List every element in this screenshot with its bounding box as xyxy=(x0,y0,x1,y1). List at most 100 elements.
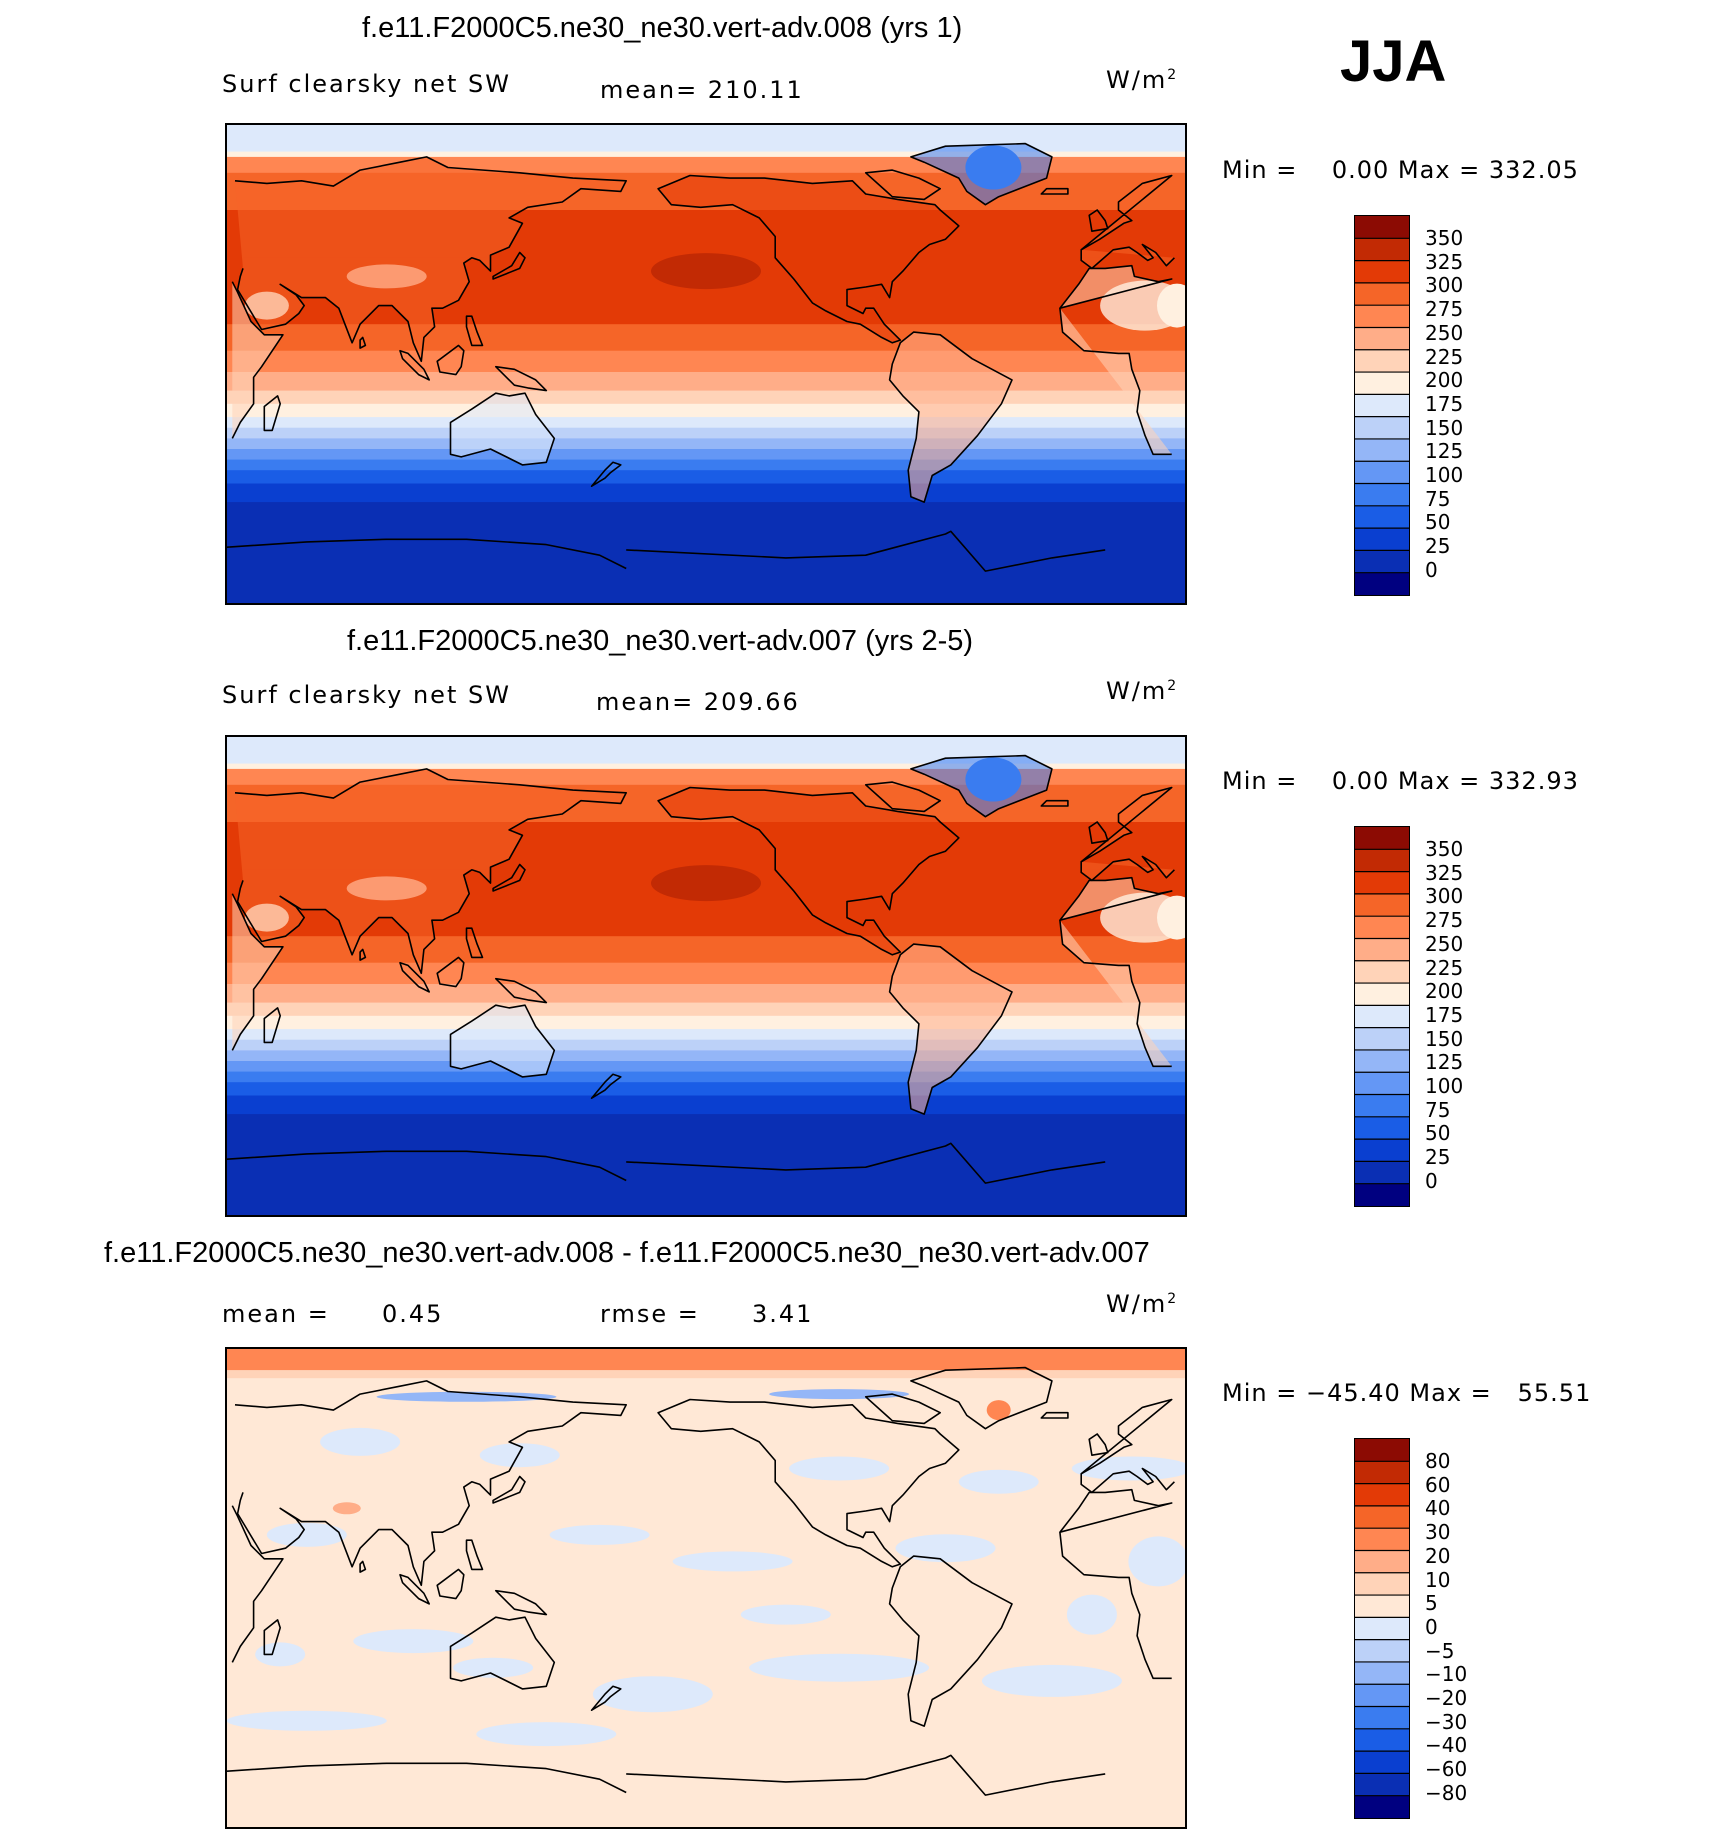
cb3-tick: 80 xyxy=(1425,1449,1451,1473)
cb2-tick: 225 xyxy=(1425,955,1464,980)
colorbar-block xyxy=(1355,916,1409,940)
colorbar-block xyxy=(1355,438,1409,462)
season-label: JJA xyxy=(1340,29,1447,94)
lat-band xyxy=(227,984,1185,1004)
colorbar-block xyxy=(1355,1072,1409,1096)
cb1-tick: 250 xyxy=(1425,320,1464,345)
diff-negative-patch xyxy=(227,1710,387,1731)
colorbar-block xyxy=(1355,1617,1409,1641)
colorbar-block xyxy=(1355,1505,1409,1529)
coastline-madagascar xyxy=(263,1007,281,1044)
coastline-eurasia xyxy=(234,1380,1175,1587)
diff-negative-patch xyxy=(479,1443,560,1468)
diff-background xyxy=(227,1349,1185,1827)
coastline-madagascar xyxy=(263,395,281,432)
cb3-tick: 40 xyxy=(1425,1496,1451,1521)
land-shade-sa xyxy=(889,944,1012,1115)
panel-3-rmse-value: 3.41 xyxy=(752,1300,814,1328)
cb3-tick: 5 xyxy=(1425,1591,1438,1616)
asia-positive-patch xyxy=(332,1502,361,1515)
colorbar-block xyxy=(1355,1795,1409,1818)
panel-1-colorbar-ticks: 350 325 300 275 250 225 200 175 150 125 … xyxy=(1425,228,1485,588)
cb2-tick: 175 xyxy=(1425,1002,1464,1027)
panel-3-colorbar-blocks xyxy=(1355,1439,1409,1818)
panel-1-field xyxy=(227,125,1185,603)
coastline-nz xyxy=(590,1685,622,1711)
colorbar-block xyxy=(1355,1728,1409,1752)
greenland-positive-patch xyxy=(986,1400,1011,1421)
cb1-tick: 50 xyxy=(1425,510,1451,535)
coastline-newguinea xyxy=(495,365,548,392)
cb2-tick: 75 xyxy=(1425,1097,1451,1122)
cb2-tick: 0 xyxy=(1425,1168,1438,1193)
panel-1-units: W/m2 xyxy=(1106,66,1179,94)
panel-3-mean-label: mean = xyxy=(222,1300,330,1328)
sahara-edge-patch xyxy=(1157,283,1185,328)
coastline-nz xyxy=(590,461,622,487)
coastline-greenland xyxy=(910,1366,1053,1430)
lat-band xyxy=(227,1082,1185,1097)
colorbar-block xyxy=(1355,1706,1409,1730)
coastline-philippines xyxy=(465,927,484,959)
colorbar-block xyxy=(1355,1461,1409,1485)
diff-negative-patch xyxy=(266,1522,347,1547)
panel-3-colorbar xyxy=(1354,1438,1410,1819)
diff-negative-patch xyxy=(740,1604,831,1625)
arabia-patch xyxy=(244,291,289,320)
coastline-antarctica_edge xyxy=(227,1754,1106,1796)
panel-3-title: f.e11.F2000C5.ne30_ne30.vert-adv.008 - f… xyxy=(104,1237,1150,1269)
lat-band xyxy=(227,483,1185,503)
lat-band xyxy=(227,417,1185,429)
land-shade-na xyxy=(658,175,959,343)
panel-1-minmax: Min = 0.00 Max = 332.05 xyxy=(1222,156,1579,184)
coastline-gbr xyxy=(1088,209,1109,232)
arctic-negative-patch xyxy=(376,1391,557,1402)
colorbar-block xyxy=(1355,1572,1409,1596)
lat-band xyxy=(227,151,1185,158)
coastline-eurasia xyxy=(234,156,1175,363)
coastline-philippines xyxy=(465,1539,484,1571)
diff-negative-patch xyxy=(453,1657,534,1678)
coastline-na xyxy=(657,786,960,956)
coastline-srilanka xyxy=(359,336,367,349)
cb2-tick: 275 xyxy=(1425,908,1464,933)
lat-band xyxy=(227,1095,1185,1115)
colorbar-block xyxy=(1355,827,1409,850)
cb1-tick: 25 xyxy=(1425,534,1451,559)
coastline-eurasia xyxy=(234,768,1175,975)
coastline-sumatra xyxy=(399,1573,430,1605)
lat-band xyxy=(227,1114,1185,1131)
colorbar-block xyxy=(1355,1639,1409,1663)
coastline-sumatra xyxy=(399,961,430,993)
lat-band xyxy=(227,936,1185,964)
coastline-gbr xyxy=(1088,1433,1109,1456)
lat-band xyxy=(227,737,1185,765)
lat-band xyxy=(227,372,1185,392)
colorbar-block xyxy=(1355,1049,1409,1073)
coastline-borneo xyxy=(436,956,465,988)
colorbar-block xyxy=(1355,983,1409,1006)
cb1-tick: 275 xyxy=(1425,297,1464,322)
lat-band xyxy=(227,1039,1185,1052)
cb2-tick: 200 xyxy=(1425,979,1464,1004)
coastline-greenland xyxy=(910,754,1053,818)
colorbar-block xyxy=(1355,550,1409,574)
coastline-japan xyxy=(492,1475,526,1504)
lat-band xyxy=(227,438,1185,450)
panel-2-mean: mean= 209.66 xyxy=(596,688,800,716)
panel-1-map xyxy=(225,123,1187,605)
panel-2-colorbar-blocks xyxy=(1355,827,1409,1206)
coastline-newguinea xyxy=(495,977,548,1004)
lat-band xyxy=(227,763,1185,770)
colorbar-block xyxy=(1355,305,1409,329)
coastline-africa xyxy=(231,264,1173,456)
panel-2-map xyxy=(225,735,1187,1217)
colorbar-block xyxy=(1355,938,1409,962)
coastline-madagascar xyxy=(263,1619,281,1656)
diff-negative-patch xyxy=(1066,1594,1117,1635)
coastline-australia xyxy=(449,1004,556,1078)
colorbar-block xyxy=(1355,394,1409,418)
colorbar-block xyxy=(1355,1528,1409,1552)
cb3-tick: −10 xyxy=(1425,1662,1468,1687)
cb1-tick: 325 xyxy=(1425,249,1464,274)
